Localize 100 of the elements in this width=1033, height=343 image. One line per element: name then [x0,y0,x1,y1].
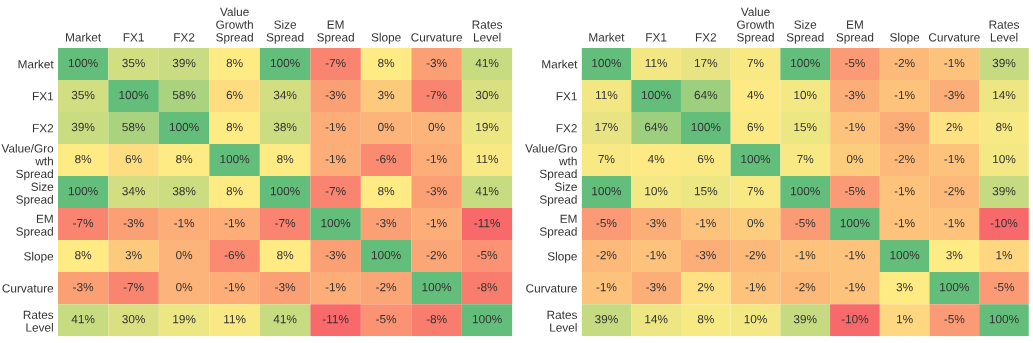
data-label: -5% [795,218,816,228]
data-label: -8% [477,282,498,292]
x-tick-label: Market [66,32,102,42]
data-label: 100% [989,314,1019,324]
data-label: -5% [994,282,1015,292]
data-label: -3% [695,250,716,260]
data-label: 38% [172,186,196,196]
data-label: 0% [176,250,193,260]
y-tick-label: FX1 [33,92,54,101]
data-label: 2% [946,122,963,132]
data-label: 11% [224,314,246,324]
data-label: -3% [844,90,865,100]
data-label: 19% [476,122,499,132]
data-label: 100% [592,58,622,68]
data-label: -1% [944,218,965,228]
data-label: 100% [270,186,300,196]
data-label: -2% [894,154,915,164]
data-label: -5% [844,186,865,196]
data-label: 7% [797,154,814,164]
x-tick-label: Rates Level [989,20,1020,42]
data-label: -3% [275,282,296,292]
data-label: 0% [846,154,864,164]
data-label: 100% [641,90,671,100]
data-label: 8% [277,250,294,260]
data-label: 8% [697,314,714,324]
x-tick-label: FX1 [646,33,667,42]
data-label: -2% [795,282,816,292]
data-label: -1% [795,250,816,260]
data-label: 8% [277,154,294,164]
data-label: -10% [841,314,869,324]
data-label: 0% [176,282,193,292]
data-label: 0% [428,122,445,132]
data-label: 30% [122,314,145,324]
data-label: -2% [745,250,766,260]
data-label: 64% [644,122,668,132]
data-label: 3% [946,250,963,260]
data-label: -5% [376,314,397,324]
x-tick-label: Value Growth Spread [216,7,253,44]
data-label: 1% [896,314,913,324]
data-label: -2% [426,250,447,260]
data-label: 100% [940,282,969,292]
data-label: 100% [592,186,622,196]
data-label: 1% [996,250,1013,260]
data-label: 3% [896,282,913,292]
data-label: -1% [844,122,865,132]
data-label: 100% [840,218,870,228]
data-label: 3% [378,90,395,100]
data-label: 11% [645,58,668,68]
data-label: -1% [695,218,716,228]
data-label: 35% [122,58,145,68]
y-tick-label: Rates Level [547,310,577,332]
data-label: -1% [224,218,245,228]
data-label: 34% [122,186,145,196]
x-tick-label: Value Growth Spread [737,7,774,44]
x-tick-label: EM Spread [317,20,354,44]
data-label: -2% [376,282,397,292]
data-label: -1% [325,122,346,132]
data-label: -1% [944,58,965,68]
data-label: 100% [119,90,149,100]
data-label: 100% [741,154,771,164]
data-label: -11% [322,314,349,324]
y-tick-label: Market [18,59,54,69]
data-label: -3% [646,282,667,292]
data-label: 30% [475,90,499,100]
data-label: -7% [426,90,447,100]
data-label: 2% [697,282,714,292]
y-tick-label: Market [542,59,578,69]
y-tick-label: EM Spread [16,214,53,239]
data-label: -5% [944,314,965,324]
data-label: 8% [226,186,243,196]
y-tick-label: EM Spread [539,214,577,239]
x-tick-label: FX2 [174,33,195,42]
data-label: 39% [172,58,196,68]
data-label: 8% [378,186,395,196]
data-label: -3% [376,218,397,228]
data-label: -8% [426,314,447,324]
data-label: 41% [71,314,95,324]
data-label: -2% [944,186,965,196]
data-label: 100% [169,122,199,132]
data-label: 64% [694,90,718,100]
data-label: 8% [226,122,243,132]
data-label: -1% [174,218,195,228]
data-label: 39% [71,122,95,132]
data-label: 8% [75,154,92,164]
data-label: 39% [992,186,1016,196]
data-label: -3% [944,90,965,100]
data-label: 8% [996,122,1013,132]
data-label: 17% [595,122,618,132]
data-label: 100% [791,186,820,196]
data-label: 39% [992,58,1016,68]
data-label: 14% [993,90,1016,100]
x-tick-label: Rates Level [472,20,503,42]
data-label: 11% [476,154,499,164]
data-label: 3% [125,250,142,260]
data-label: -1% [325,282,346,292]
data-label: 100% [422,282,452,292]
data-label: 100% [270,58,300,68]
data-label: -11% [474,218,501,228]
data-label: -1% [646,250,667,260]
data-label: 4% [747,90,764,100]
